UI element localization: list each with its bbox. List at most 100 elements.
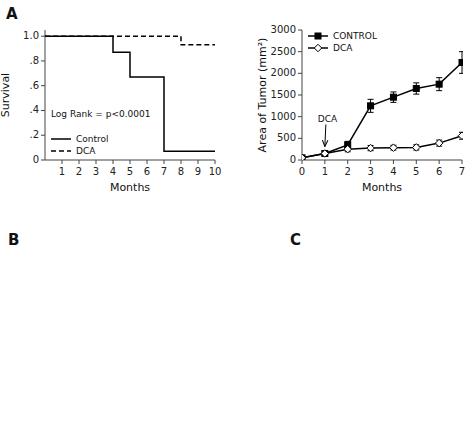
y-tick <box>41 160 45 161</box>
error-bar-cap <box>413 82 419 83</box>
x-tick-label: 5 <box>127 166 133 177</box>
chart: 123456789100.2.4.6.81.0MonthsSurvivalACo… <box>0 5 221 194</box>
error-bar-cap <box>390 102 396 103</box>
y-tick-label: .4 <box>29 104 39 115</box>
x-axis-line <box>302 160 462 161</box>
marker <box>367 144 375 152</box>
y-tick <box>41 36 45 37</box>
error-bar-cap <box>368 99 374 100</box>
x-tick <box>462 160 463 164</box>
x-tick-label: 3 <box>93 166 99 177</box>
panel-label: A <box>6 5 18 23</box>
y-tick <box>298 73 302 74</box>
annotation: DCA <box>318 114 338 124</box>
plot-area <box>45 36 215 151</box>
legend: Control DCA <box>51 134 109 156</box>
error-bar-cap <box>436 77 442 78</box>
x-tick <box>393 160 394 164</box>
marker <box>390 144 398 152</box>
error-bar-cap <box>436 90 442 91</box>
x-tick <box>181 160 182 164</box>
y-tick-label: .2 <box>29 129 39 140</box>
error-bar <box>436 140 442 146</box>
error-bar-cap <box>459 73 463 74</box>
x-axis-label: Months <box>110 181 150 194</box>
marker <box>302 155 305 160</box>
error-bar <box>459 52 463 74</box>
x-tick-label: 2 <box>345 166 351 177</box>
x-tick <box>215 160 216 164</box>
y-tick-label: 3000 <box>271 24 296 35</box>
y-tick-label: 2500 <box>271 46 296 57</box>
x-tick <box>439 160 440 164</box>
legend-label: Control <box>76 134 109 144</box>
x-tick <box>164 160 165 164</box>
marker <box>413 86 419 92</box>
y-tick-label: 500 <box>277 132 296 143</box>
marker <box>315 33 321 39</box>
x-tick <box>302 160 303 164</box>
error-bar <box>368 99 374 112</box>
series-line <box>45 36 215 151</box>
y-axis-label: Survival <box>0 73 12 117</box>
y-tick <box>298 138 302 139</box>
annotation: Log Rank = p<0.0001 <box>51 109 150 119</box>
y-tick <box>298 95 302 96</box>
x-tick <box>347 160 348 164</box>
panel-label: B <box>8 231 19 249</box>
y-tick-label: 0 <box>33 154 39 165</box>
y-tick <box>298 51 302 52</box>
x-tick-label: 9 <box>195 166 201 177</box>
y-tick <box>41 135 45 136</box>
x-tick-label: 1 <box>322 166 328 177</box>
marker <box>436 81 442 87</box>
figure: 123456789100.2.4.6.81.0MonthsSurvivalACo… <box>0 0 474 430</box>
error-bar <box>390 92 396 102</box>
error-bar-cap <box>459 51 463 52</box>
marker <box>302 154 306 160</box>
x-tick-label: 2 <box>76 166 82 177</box>
x-tick-label: 1 <box>59 166 65 177</box>
x-tick <box>198 160 199 164</box>
marker <box>368 103 374 109</box>
y-tick-label: 2000 <box>271 67 296 78</box>
x-tick-label: 5 <box>413 166 419 177</box>
x-tick <box>130 160 131 164</box>
legend-label: CONTROL <box>333 31 377 41</box>
y-tick <box>298 116 302 117</box>
y-tick <box>41 85 45 86</box>
x-tick-label: 4 <box>390 166 396 177</box>
x-tick-label: 6 <box>144 166 150 177</box>
marker <box>458 132 463 140</box>
x-tick <box>370 160 371 164</box>
marker <box>314 44 322 52</box>
x-tick <box>147 160 148 164</box>
y-tick <box>298 160 302 161</box>
plot-area <box>302 52 463 160</box>
legend: CONTROL DCA <box>308 31 377 53</box>
legend-label: DCA <box>333 43 353 53</box>
error-bar <box>459 132 463 139</box>
series-line <box>302 63 462 158</box>
x-tick-label: 8 <box>178 166 184 177</box>
x-tick-label: 3 <box>367 166 373 177</box>
y-tick-label: .8 <box>29 55 39 66</box>
x-tick <box>62 160 63 164</box>
x-tick-label: 6 <box>436 166 442 177</box>
x-tick <box>79 160 80 164</box>
y-tick-label: 0 <box>290 154 296 165</box>
marker <box>321 150 329 158</box>
annotation-arrow <box>325 125 326 147</box>
error-bar-cap <box>368 112 374 113</box>
x-tick-label: 0 <box>299 166 305 177</box>
x-tick-label: 7 <box>161 166 167 177</box>
y-tick <box>298 30 302 31</box>
x-tick-label: 4 <box>110 166 116 177</box>
y-tick <box>41 110 45 111</box>
marker <box>459 60 463 66</box>
x-axis-label: Months <box>362 181 402 194</box>
x-tick-label: 10 <box>209 166 222 177</box>
y-tick-label: .6 <box>29 80 39 91</box>
legend-label: DCA <box>76 146 96 156</box>
error-bar-cap <box>413 94 419 95</box>
